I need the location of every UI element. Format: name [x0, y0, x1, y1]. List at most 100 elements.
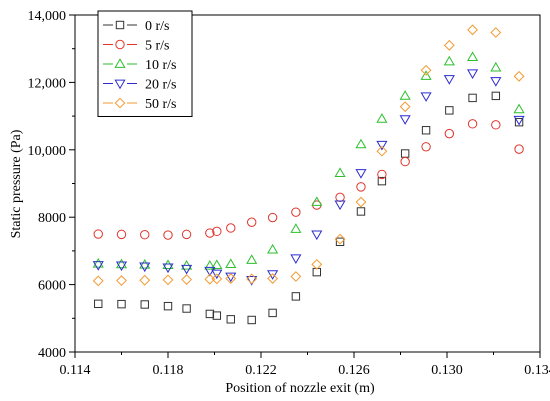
data-point	[355, 196, 367, 208]
data-point	[334, 167, 346, 177]
data-point	[211, 259, 223, 269]
data-point	[139, 262, 151, 273]
data-point	[355, 138, 367, 149]
axis-ticks: 0.114 0.118 0.122 0.126 0.130 0.134 4000 6000 80…	[28, 9, 550, 378]
data-point	[334, 200, 346, 211]
legend-marker	[114, 58, 126, 68]
data-point	[225, 273, 237, 284]
data-point	[311, 196, 323, 206]
data-point	[163, 301, 173, 311]
legend-marker	[114, 97, 126, 109]
data-point	[246, 273, 258, 285]
data-point	[163, 230, 173, 240]
y-tick-label: 6000	[38, 279, 66, 294]
series-1	[93, 119, 524, 240]
data-point	[267, 273, 279, 284]
data-point	[268, 308, 277, 318]
y-tick-label: 14,000	[28, 9, 67, 24]
data-point	[377, 176, 387, 186]
data-point	[421, 126, 431, 135]
data-point	[267, 243, 279, 254]
data-point	[335, 192, 345, 203]
data-point	[181, 274, 193, 285]
legend-label: 20 r/s	[145, 78, 177, 93]
data-point	[181, 229, 192, 240]
data-point	[267, 212, 278, 223]
data-point	[290, 271, 302, 282]
series-0	[94, 91, 524, 325]
x-tick-label: 0.118	[153, 363, 184, 378]
data-point	[467, 69, 479, 79]
data-point	[467, 51, 479, 62]
data-point	[356, 207, 366, 216]
data-point	[514, 117, 524, 127]
data-point	[182, 304, 191, 313]
legend-label: 5 r/s	[145, 39, 170, 54]
x-tick-label: 0.122	[245, 363, 277, 378]
x-tick-label: 0.130	[431, 363, 463, 378]
data-point	[491, 120, 501, 130]
data-point	[513, 103, 525, 114]
data-point	[225, 272, 237, 283]
legend: 0 r/s 5 r/s 10 r/s 20 r/s 50 r/s	[97, 10, 193, 117]
data-point	[267, 270, 279, 280]
data-point	[513, 70, 525, 82]
y-tick-label: 10,000	[28, 144, 67, 159]
x-tick-label: 0.126	[338, 363, 370, 378]
data-point	[226, 315, 235, 324]
data-point	[181, 264, 193, 275]
y-tick-label: 4000	[38, 346, 66, 361]
data-point	[334, 233, 346, 245]
y-tick-label: 8000	[38, 211, 66, 226]
series-3	[92, 69, 525, 286]
data-point	[400, 156, 410, 167]
x-axis-label: Position of nozzle exit (m)	[225, 381, 375, 396]
y-tick-label: 12,000	[28, 76, 67, 91]
legend-label: 0 r/s	[145, 19, 170, 34]
data-point	[376, 140, 388, 151]
data-point	[162, 263, 174, 274]
data-point	[117, 299, 126, 309]
data-point	[139, 274, 151, 286]
series-4	[92, 24, 525, 287]
data-point	[226, 223, 236, 233]
data-point	[400, 149, 410, 158]
data-point	[490, 61, 502, 72]
data-point	[443, 39, 455, 51]
data-point	[490, 77, 502, 87]
legend-label: 10 r/s	[145, 58, 177, 73]
data-point	[92, 261, 104, 271]
data-point	[211, 273, 223, 285]
data-point	[445, 106, 454, 115]
data-point	[92, 275, 104, 287]
data-point	[335, 237, 345, 247]
data-point	[376, 145, 388, 157]
data-point	[377, 169, 387, 180]
data-point	[205, 228, 215, 238]
data-point	[247, 315, 256, 325]
data-point	[115, 261, 128, 272]
data-point	[490, 27, 502, 38]
data-point	[468, 93, 477, 103]
data-point	[225, 258, 237, 268]
data-point	[376, 113, 388, 123]
legend-marker	[115, 20, 125, 30]
x-tick-label: 0.134	[524, 363, 550, 378]
data-point	[205, 309, 215, 319]
data-point	[356, 182, 366, 192]
legend-marker	[114, 79, 126, 90]
data-point	[311, 230, 323, 241]
data-point	[204, 266, 216, 277]
data-point	[421, 142, 431, 152]
data-point	[115, 258, 128, 269]
x-tick-label: 0.114	[60, 363, 91, 378]
legend-box	[97, 10, 193, 117]
data-point	[514, 144, 524, 154]
data-point	[399, 101, 411, 113]
data-point	[247, 217, 257, 227]
data-markers	[92, 24, 525, 325]
data-point	[92, 258, 104, 268]
data-point	[290, 254, 302, 265]
data-point	[443, 55, 455, 66]
data-point	[443, 75, 455, 85]
